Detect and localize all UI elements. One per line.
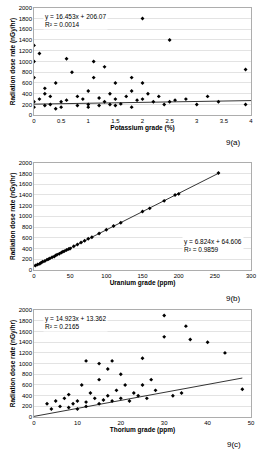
svg-text:1800: 1800 [19,318,33,324]
svg-text:1400: 1400 [19,37,33,43]
svg-text:1000: 1000 [19,59,33,65]
svg-text:1.5: 1.5 [111,118,120,124]
svg-text:150: 150 [137,273,148,279]
svg-text:Uranium grade (ppm): Uranium grade (ppm) [110,279,176,287]
svg-text:0: 0 [29,267,33,273]
svg-text:9(a): 9(a) [226,138,241,147]
svg-text:600: 600 [22,80,33,86]
svg-text:1600: 1600 [19,181,33,187]
svg-text:3: 3 [195,118,199,124]
svg-text:600: 600 [22,382,33,388]
svg-text:400: 400 [22,393,33,399]
svg-text:1: 1 [87,118,91,124]
svg-text:200: 200 [22,403,33,409]
svg-text:4: 4 [249,118,253,124]
svg-text:1200: 1200 [19,203,33,209]
svg-text:y = 16.453x + 206.07R² = 0.001: y = 16.453x + 206.07R² = 0.0014 [45,13,106,28]
svg-text:9(c): 9(c) [227,440,241,449]
svg-text:40: 40 [204,420,211,426]
svg-text:2000: 2000 [19,307,33,313]
svg-text:y = 6.824x + 64.606R² = 0.9859: y = 6.824x + 64.606R² = 0.9859 [184,238,242,253]
svg-text:1600: 1600 [19,26,33,32]
svg-text:0: 0 [29,414,33,420]
svg-text:1000: 1000 [19,213,33,219]
svg-text:0: 0 [32,273,36,279]
svg-text:20: 20 [117,420,124,426]
svg-text:1800: 1800 [19,16,33,22]
svg-text:2.5: 2.5 [165,118,174,124]
svg-text:400: 400 [22,246,33,252]
svg-text:1400: 1400 [19,339,33,345]
svg-text:2000: 2000 [19,5,33,11]
svg-text:300: 300 [246,273,257,279]
svg-text:200: 200 [22,102,33,108]
svg-text:9(b): 9(b) [226,294,241,303]
svg-text:1800: 1800 [19,171,33,177]
svg-text:1200: 1200 [19,350,33,356]
svg-text:0: 0 [29,112,33,118]
svg-text:Potassium grade (%): Potassium grade (%) [110,124,174,132]
svg-text:Radiation dose rate (nGy/hr): Radiation dose rate (nGy/hr) [9,18,17,105]
svg-text:Radiation dose rate (nGy/hr): Radiation dose rate (nGy/hr) [9,173,17,260]
svg-text:800: 800 [22,371,33,377]
svg-text:800: 800 [22,224,33,230]
svg-text:100: 100 [101,273,112,279]
svg-text:50: 50 [67,273,74,279]
svg-text:1200: 1200 [19,48,33,54]
svg-text:2: 2 [141,118,145,124]
svg-text:1600: 1600 [19,329,33,335]
svg-text:0: 0 [32,118,36,124]
svg-text:Thorium grade (ppm): Thorium grade (ppm) [110,426,175,434]
svg-text:Radiation dose rate (nGy/hr): Radiation dose rate (nGy/hr) [9,320,17,407]
svg-text:y = 14.923x + 13.362R² = 0.216: y = 14.923x + 13.362R² = 0.2165 [45,315,106,330]
svg-text:800: 800 [22,69,33,75]
svg-text:1000: 1000 [19,361,33,367]
svg-text:3.5: 3.5 [220,118,229,124]
svg-text:200: 200 [174,273,185,279]
svg-text:50: 50 [248,420,255,426]
svg-text:1400: 1400 [19,192,33,198]
svg-text:30: 30 [161,420,168,426]
svg-text:10: 10 [74,420,81,426]
svg-text:0.5: 0.5 [57,118,66,124]
svg-text:200: 200 [22,256,33,262]
svg-text:2000: 2000 [19,160,33,166]
svg-text:400: 400 [22,91,33,97]
svg-text:0: 0 [32,420,36,426]
svg-text:600: 600 [22,235,33,241]
svg-text:250: 250 [210,273,221,279]
